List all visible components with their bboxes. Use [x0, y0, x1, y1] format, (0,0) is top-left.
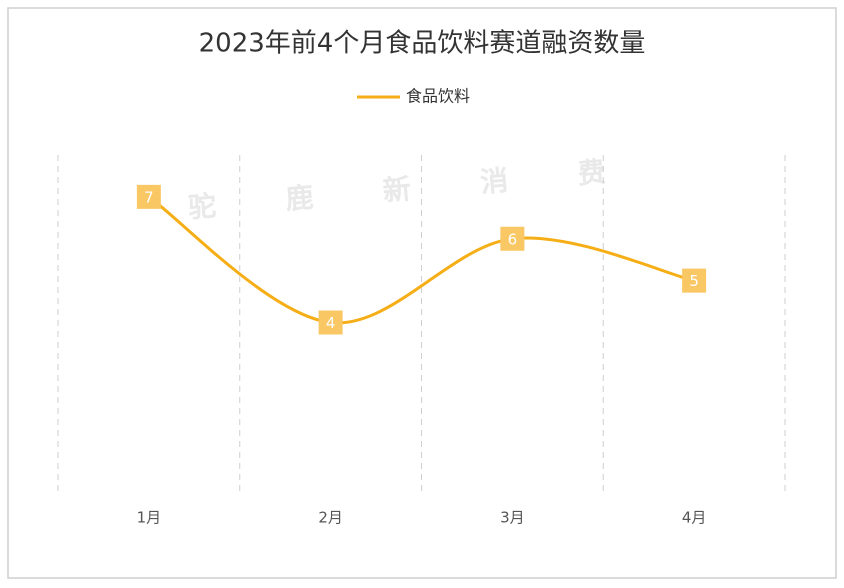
- data-label: 4: [326, 314, 336, 332]
- data-label: 7: [144, 188, 154, 206]
- x-tick-label: 3月: [500, 509, 525, 527]
- data-label: 5: [689, 272, 699, 290]
- line: [148, 195, 695, 325]
- chart-title: 2023年前4个月食品饮料赛道融资数量: [199, 29, 646, 59]
- x-tick-label: 2月: [318, 509, 343, 527]
- data-point: [500, 226, 525, 251]
- data-label: 6: [508, 230, 518, 248]
- x-tick-label: 4月: [682, 509, 707, 527]
- data-point: [136, 184, 161, 209]
- legend-label: 食品饮料: [406, 87, 470, 106]
- x-tick-label: 1月: [137, 509, 162, 527]
- data-point: [318, 310, 343, 335]
- data-point: [682, 268, 707, 293]
